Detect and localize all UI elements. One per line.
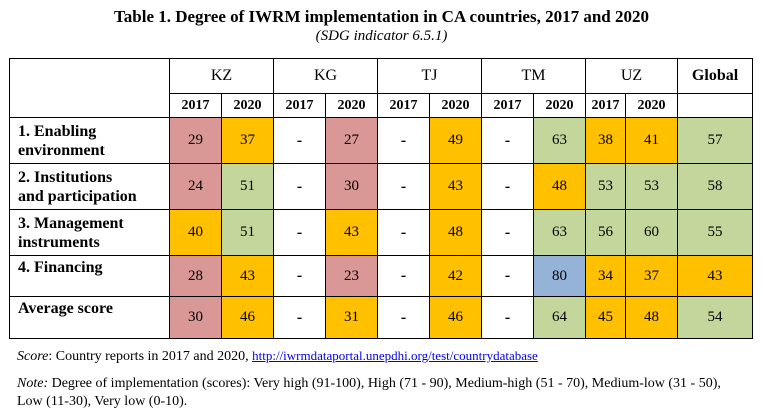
country-header: KZ [168,58,275,94]
row-label: 3. Management instruments [9,209,170,256]
year-header: 2017 [585,93,627,118]
score-cell: 80 [533,255,587,297]
score-cell: 45 [585,296,627,339]
score-cell: 63 [533,209,587,256]
score-cell: - [377,255,431,297]
source-label: Score [17,349,49,364]
table-row: 4. Financing 28 43 - 23 - 42 - 80 34 37 … [9,255,754,297]
table-row: 3. Management instruments 40 51 - 43 - 48… [9,209,754,256]
row-label: 4. Financing [9,255,170,297]
score-cell: 41 [625,117,679,164]
score-cell: - [377,209,431,256]
note-text: Degree of implementation (scores): Very … [17,376,721,409]
global-cell: 57 [677,117,754,164]
score-cell: - [273,296,327,339]
country-header: TM [481,58,587,94]
row-label-header [9,58,170,118]
score-cell: 51 [220,209,275,256]
score-cell: 53 [625,163,679,210]
score-cell: 30 [325,163,379,210]
score-cell: 53 [585,163,627,210]
score-cell: 28 [169,255,222,297]
country-header-row: KZ KG TJ TM UZ Global [9,58,754,118]
global-cell: 43 [677,255,754,297]
score-cell: 34 [585,255,627,297]
score-cell: 48 [533,163,587,210]
score-cell: 29 [169,117,222,164]
score-cell: 30 [169,296,222,339]
score-cell: - [273,209,327,256]
note-paragraph: Note: Degree of implementation (scores):… [17,375,749,411]
score-cell: 46 [220,296,275,339]
table-row: 1. Enabling environment 29 37 - 27 - 49 -… [9,117,754,164]
score-cell: 43 [220,255,275,297]
year-header-empty [677,93,754,118]
table-subtitle: (SDG indicator 6.5.1) [315,28,448,44]
global-cell: 55 [677,209,754,256]
country-header: KG [273,58,379,94]
year-header: 2017 [377,93,431,118]
score-cell: 38 [585,117,627,164]
global-cell: 54 [677,296,754,339]
score-cell: 24 [169,163,222,210]
year-header: 2017 [169,93,222,118]
score-cell: 42 [429,255,483,297]
score-cell: 37 [220,117,275,164]
year-header: 2017 [273,93,327,118]
table-row: Average score 30 46 - 31 - 46 - 64 45 48… [9,296,754,339]
year-header: 2017 [481,93,535,118]
table-title: Table 1. Degree of IWRM implementation i… [113,7,650,26]
score-cell: 60 [625,209,679,256]
score-cell: 64 [533,296,587,339]
global-header: Global [677,58,754,94]
source-line: Score: Country reports in 2017 and 2020,… [17,347,538,365]
score-cell: 43 [325,209,379,256]
score-cell: - [273,255,327,297]
score-cell: - [377,296,431,339]
country-header: TJ [377,58,483,94]
row-label: 1. Enabling environment [9,117,170,164]
row-label: 2. Institutions and participation [9,163,170,210]
country-header: UZ [585,58,679,94]
year-header-row: 2017 2020 2017 2020 2017 2020 2017 2020 … [10,93,754,118]
score-cell: 43 [429,163,483,210]
score-cell: 23 [325,255,379,297]
score-cell: - [481,163,535,210]
source-text: : Country reports in 2017 and 2020, [48,349,253,364]
score-cell: - [377,163,431,210]
score-cell: - [481,296,535,339]
score-cell: 63 [533,117,587,164]
score-cell: 31 [325,296,379,339]
year-header: 2020 [220,93,275,118]
row-label: Average score [9,296,170,339]
score-cell: 48 [625,296,679,339]
year-header: 2020 [429,93,483,118]
year-header: 2020 [625,93,679,118]
score-cell: 40 [169,209,222,256]
score-cell: 49 [429,117,483,164]
score-cell: - [273,163,327,210]
score-cell: 48 [429,209,483,256]
score-cell: - [481,255,535,297]
table-row: 2. Institutions and participation 24 51 -… [9,163,754,210]
source-link[interactable]: http://iwrmdataportal.unepdhi.org/test/c… [252,348,538,363]
score-cell: - [377,117,431,164]
score-cell: 51 [220,163,275,210]
score-cell: - [481,209,535,256]
year-header: 2020 [533,93,587,118]
score-cell: 37 [625,255,679,297]
iwrm-table: KZ KG TJ TM UZ Global 2017 2020 2017 202… [9,58,754,339]
score-cell: - [273,117,327,164]
year-header: 2020 [325,93,379,118]
score-cell: 46 [429,296,483,339]
score-cell: - [481,117,535,164]
score-cell: 56 [585,209,627,256]
global-cell: 58 [677,163,754,210]
score-cell: 27 [325,117,379,164]
note-label: Note: [17,376,49,391]
